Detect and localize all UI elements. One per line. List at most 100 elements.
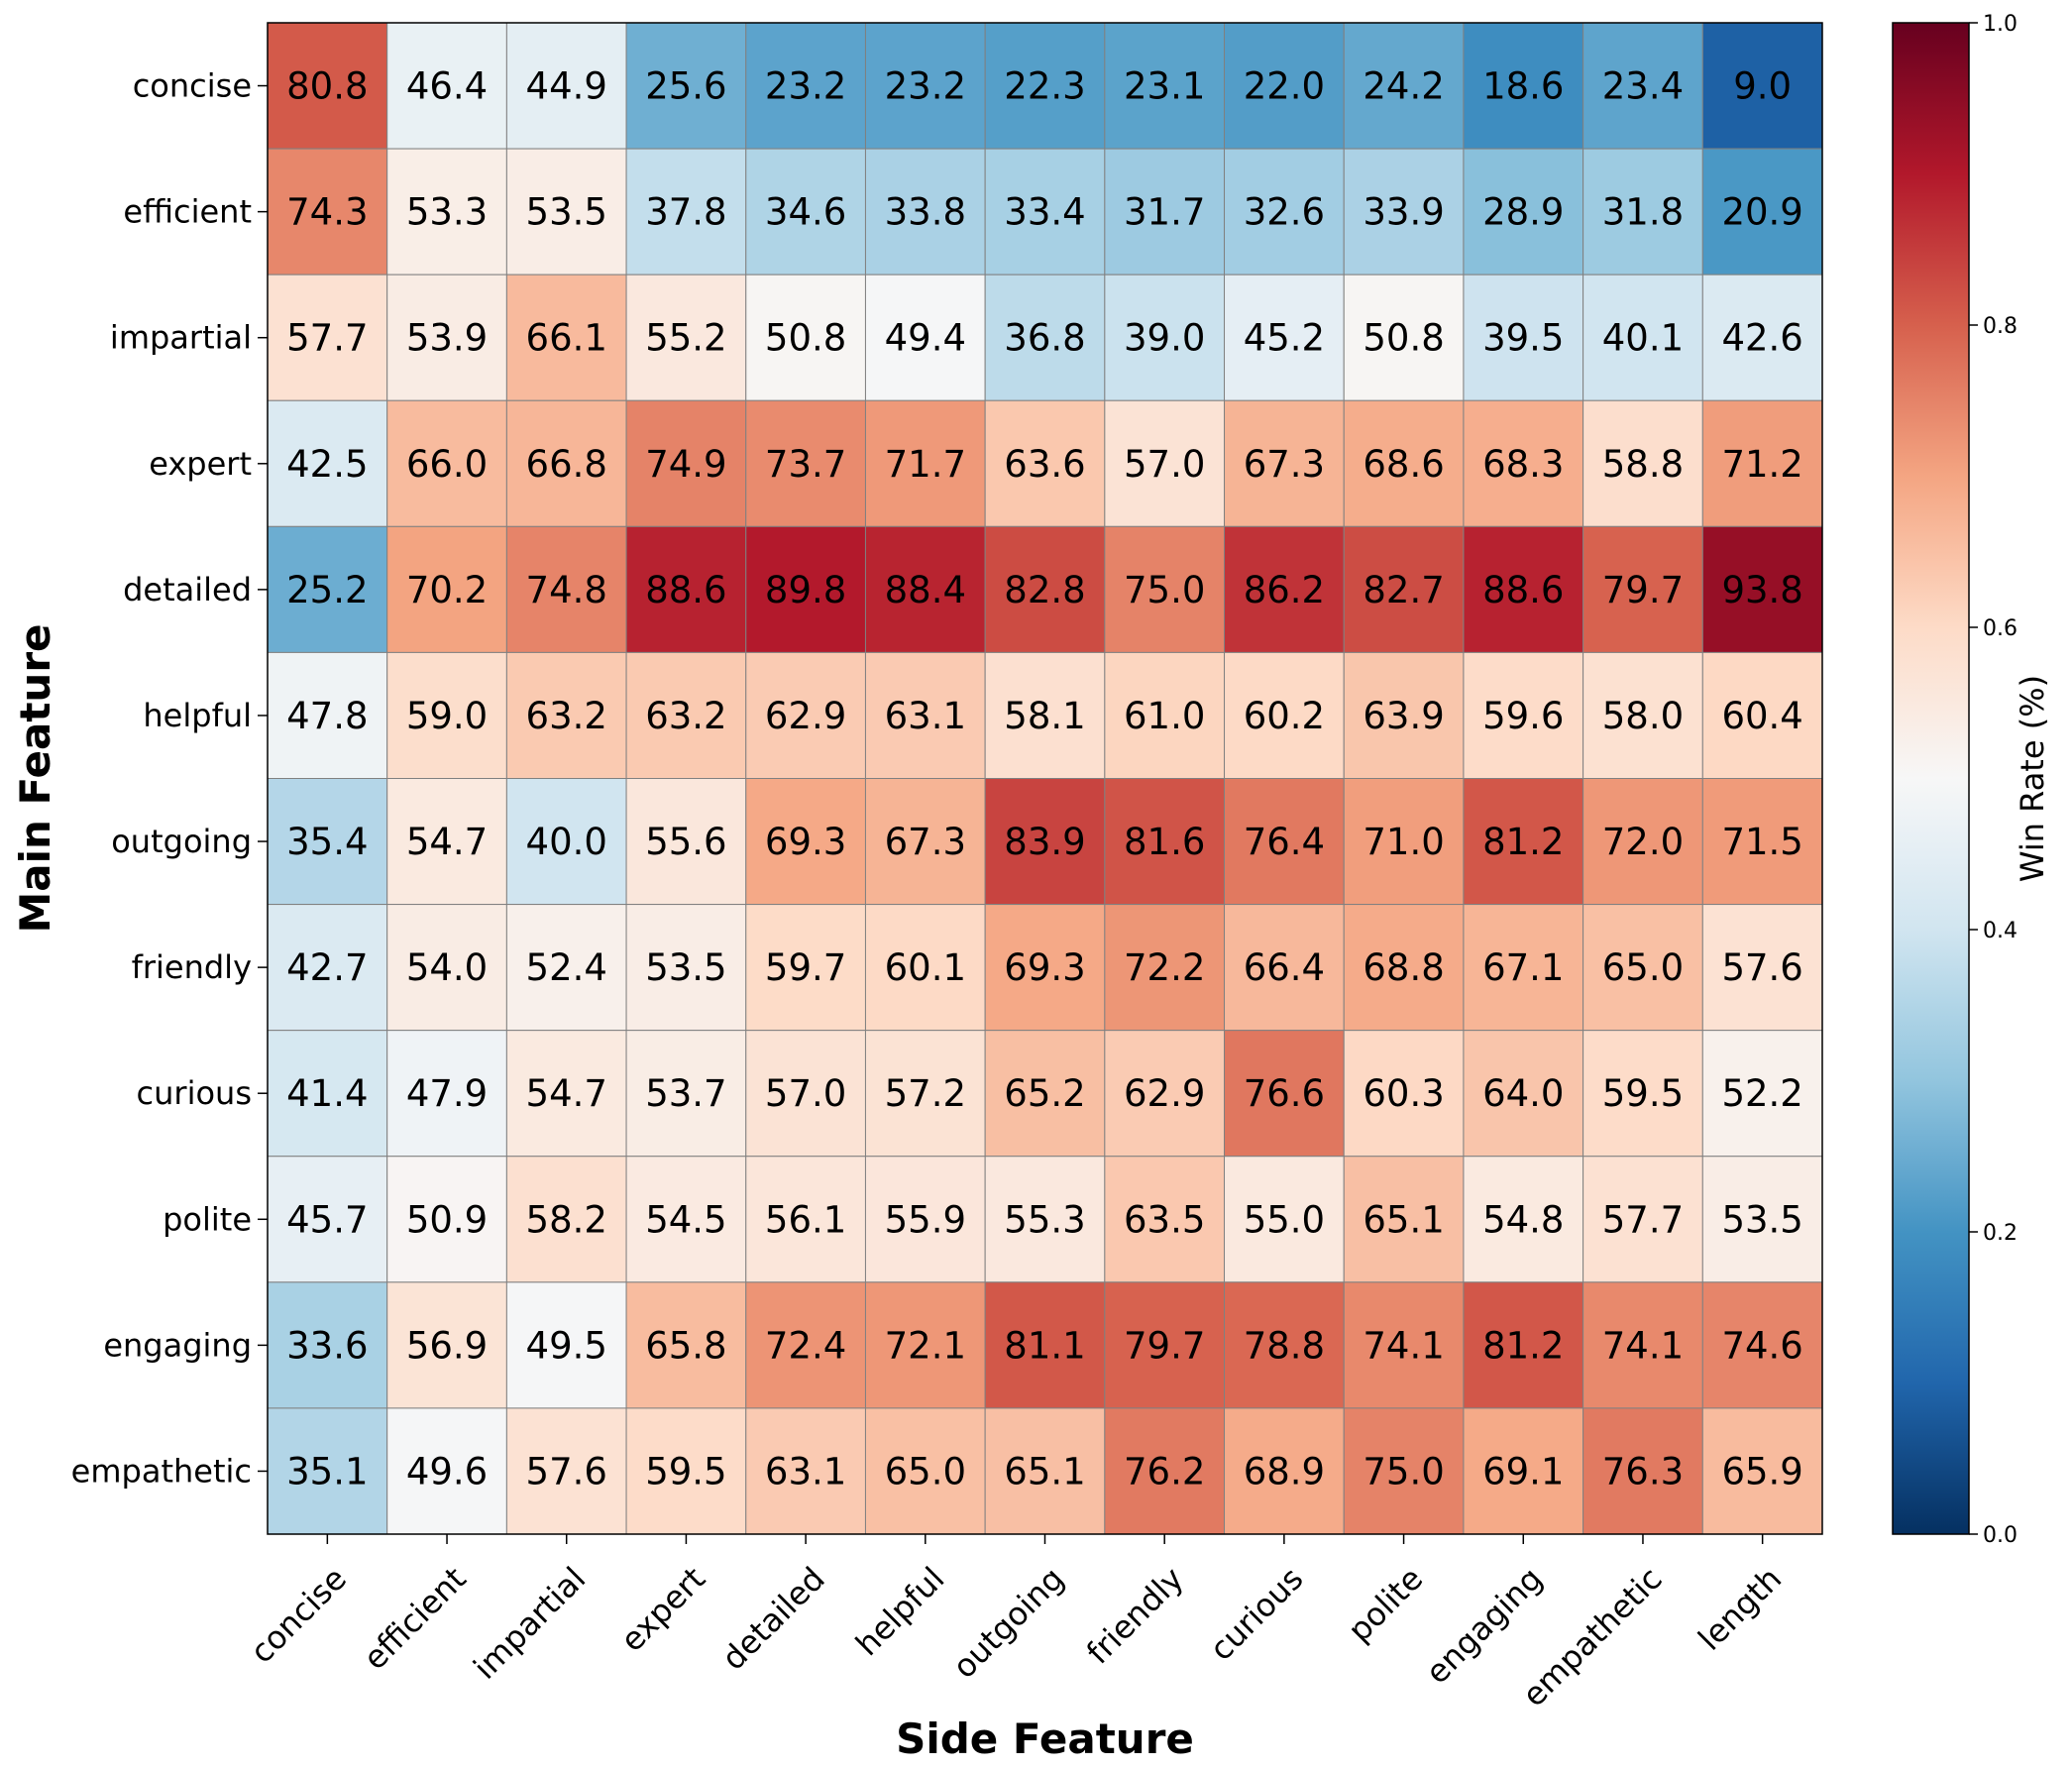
colorbar-tick-label: 0.6 — [1983, 616, 2017, 641]
heatmap-cell — [267, 778, 388, 906]
cell-value-label: 71.7 — [885, 443, 966, 486]
heatmap-cell — [745, 22, 866, 150]
heatmap-cell — [984, 148, 1106, 276]
cell-value-label: 23.1 — [1124, 65, 1205, 108]
cell-value-label: 62.9 — [1124, 1072, 1205, 1115]
cell-value-label: 31.7 — [1124, 191, 1205, 234]
heatmap-cell — [505, 778, 627, 906]
cell-value-label: 82.7 — [1363, 569, 1444, 611]
heatmap-cell — [1701, 778, 1823, 906]
heatmap-cell — [1224, 274, 1345, 401]
cell-value-label: 54.8 — [1482, 1198, 1564, 1241]
heatmap-cell — [984, 1030, 1106, 1158]
cell-value-label: 69.3 — [765, 821, 846, 863]
heatmap-cell — [1463, 651, 1584, 780]
y-tick-label: concise — [133, 67, 252, 105]
heatmap-cell — [386, 274, 507, 401]
cell-value-label: 37.8 — [645, 191, 726, 234]
cell-value-label: 33.8 — [885, 191, 966, 234]
heatmap-cell — [267, 1156, 388, 1283]
cell-value-label: 88.6 — [1482, 569, 1564, 611]
cell-value-label: 60.2 — [1244, 695, 1325, 737]
heatmap-cell — [386, 525, 507, 653]
cell-value-label: 71.5 — [1721, 821, 1802, 863]
heatmap-cell — [745, 904, 866, 1032]
heatmap-cell — [1343, 1030, 1465, 1158]
heatmap-cell — [625, 1030, 747, 1158]
cell-value-label: 72.1 — [885, 1324, 966, 1367]
y-tick-label: outgoing — [111, 823, 252, 860]
cell-value-label: 50.8 — [765, 317, 846, 360]
cell-value-label: 93.8 — [1721, 569, 1802, 611]
cell-value-label: 33.6 — [286, 1324, 368, 1367]
cell-value-label: 76.6 — [1244, 1072, 1325, 1115]
cell-value-label: 80.8 — [286, 65, 368, 108]
heatmap-cell — [984, 1281, 1106, 1409]
cell-value-label: 36.8 — [1004, 317, 1085, 360]
cell-value-label: 34.6 — [765, 191, 846, 234]
cell-value-label: 59.7 — [765, 946, 846, 989]
heatmap-cell — [984, 525, 1106, 653]
heatmap-cell — [1582, 1030, 1703, 1158]
heatmap-cell — [505, 1156, 627, 1283]
cell-value-label: 28.9 — [1482, 191, 1564, 234]
cell-value-label: 53.9 — [406, 317, 488, 360]
cell-value-label: 55.3 — [1004, 1198, 1085, 1241]
cell-value-label: 54.7 — [406, 821, 488, 863]
heatmap-cell — [1463, 1281, 1584, 1409]
heatmap-cell — [386, 1407, 507, 1535]
cell-value-label: 67.3 — [1244, 443, 1325, 486]
heatmap-cell — [625, 904, 747, 1032]
heatmap-cell — [1582, 1156, 1703, 1283]
heatmap-cell — [864, 1030, 986, 1158]
heatmap-cell — [1701, 651, 1823, 780]
cell-value-label: 86.2 — [1244, 569, 1325, 611]
heatmap-cell — [386, 1030, 507, 1158]
cell-value-label: 71.0 — [1363, 821, 1444, 863]
heatmap-cell — [625, 651, 747, 780]
heatmap-cell — [1343, 148, 1465, 276]
heatmap-cell — [267, 1281, 388, 1409]
cell-value-label: 83.9 — [1004, 821, 1085, 863]
x-tick-label: efficient — [356, 1560, 474, 1678]
cell-value-label: 18.6 — [1482, 65, 1564, 108]
cell-value-label: 78.8 — [1244, 1324, 1325, 1367]
cell-value-label: 55.9 — [885, 1198, 966, 1241]
heatmap-cell — [267, 148, 388, 276]
cell-value-label: 25.6 — [645, 65, 726, 108]
cell-value-label: 53.7 — [645, 1072, 726, 1115]
heatmap-cell — [505, 651, 627, 780]
heatmap-cell — [984, 1407, 1106, 1535]
heatmap-cell — [984, 1156, 1106, 1283]
cell-value-label: 56.9 — [406, 1324, 488, 1367]
cell-value-label: 88.4 — [885, 569, 966, 611]
y-tick-label: impartial — [110, 319, 252, 357]
cell-value-label: 82.8 — [1004, 569, 1085, 611]
y-tick-label: empathetic — [71, 1452, 252, 1490]
y-tick-label: detailed — [123, 571, 252, 608]
x-tick-label: concise — [243, 1560, 354, 1671]
heatmap-cell — [1701, 904, 1823, 1032]
heatmap-cell — [1224, 1030, 1345, 1158]
heatmap-cell — [267, 399, 388, 527]
cell-value-label: 63.1 — [885, 695, 966, 737]
cell-value-label: 63.6 — [1004, 443, 1085, 486]
cell-value-label: 74.8 — [526, 569, 607, 611]
x-tick-label: curious — [1202, 1560, 1310, 1668]
x-tick-label: polite — [1341, 1560, 1430, 1649]
cell-value-label: 63.1 — [765, 1450, 846, 1493]
cell-value-label: 68.8 — [1363, 946, 1444, 989]
y-tick-label: polite — [163, 1200, 252, 1238]
x-tick-label: detailed — [714, 1560, 832, 1678]
cell-value-label: 41.4 — [286, 1072, 368, 1115]
cell-value-label: 44.9 — [526, 65, 607, 108]
cell-value-label: 24.2 — [1363, 65, 1444, 108]
cell-value-label: 74.3 — [286, 191, 368, 234]
cell-value-label: 42.6 — [1721, 317, 1802, 360]
cell-value-label: 53.3 — [406, 191, 488, 234]
cell-value-label: 76.2 — [1124, 1450, 1205, 1493]
cell-value-label: 64.0 — [1482, 1072, 1564, 1115]
cell-value-label: 70.2 — [406, 569, 488, 611]
colorbar-tick-label: 0.8 — [1983, 314, 2017, 339]
